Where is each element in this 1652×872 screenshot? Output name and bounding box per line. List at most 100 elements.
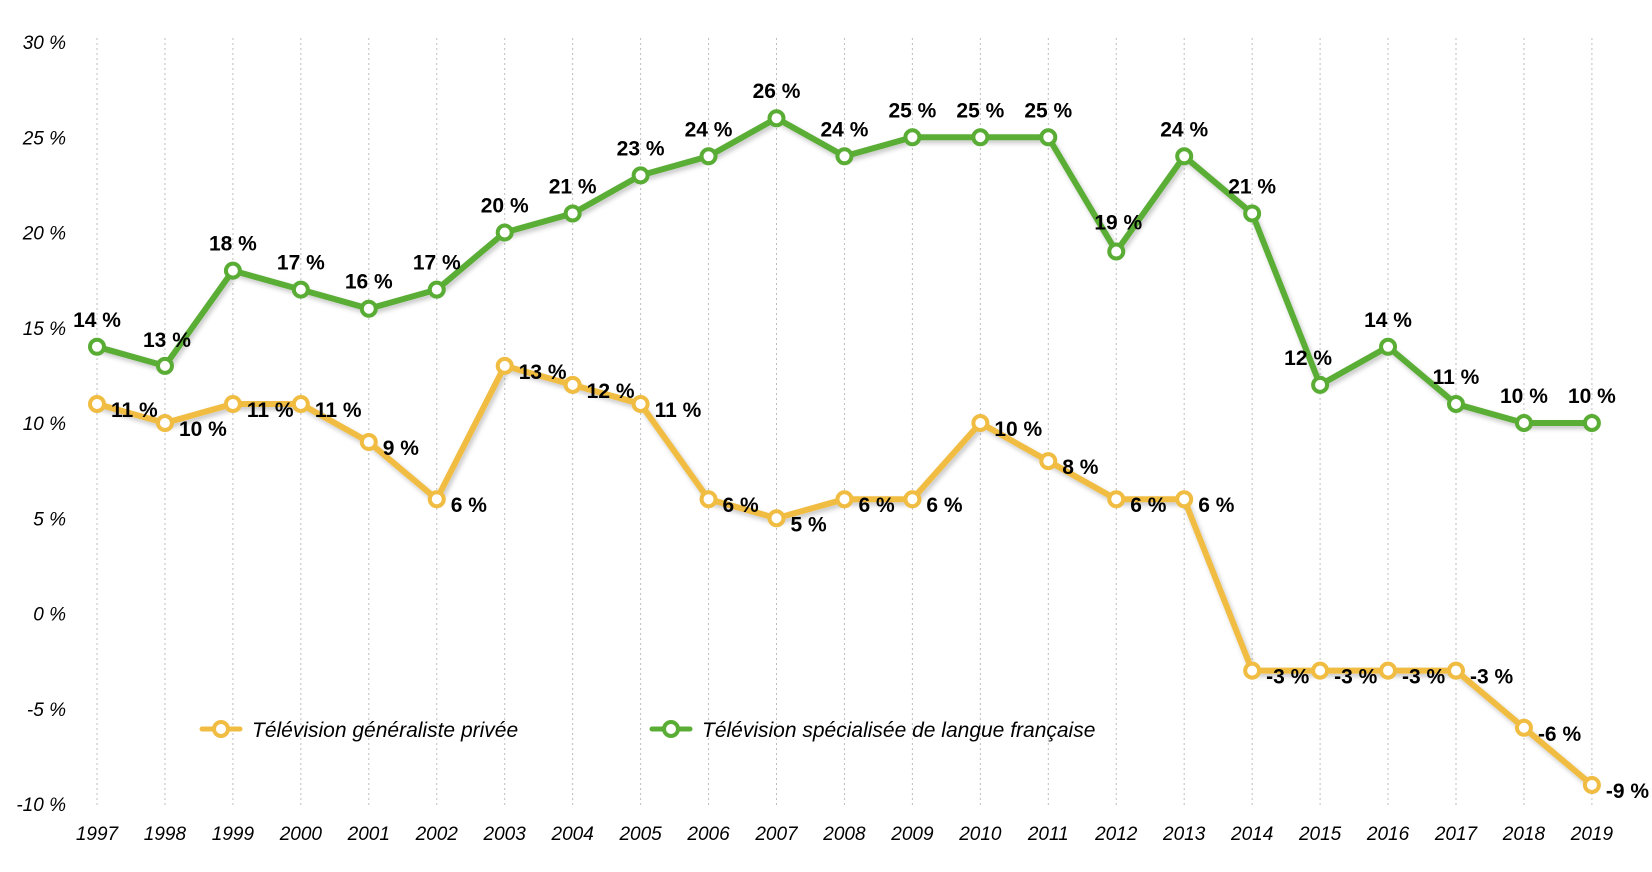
data-point bbox=[631, 166, 650, 185]
data-point bbox=[971, 414, 990, 432]
data-label: 10 % bbox=[179, 418, 227, 441]
data-point bbox=[631, 394, 650, 413]
data-label: -3 % bbox=[1402, 666, 1446, 689]
data-label: 6 % bbox=[858, 494, 895, 517]
legend-label: Télévision spécialisée de langue françai… bbox=[702, 719, 1095, 742]
y-tick-label: 30 % bbox=[23, 33, 66, 54]
data-label: 11 % bbox=[111, 399, 158, 422]
x-tick-label: 1997 bbox=[76, 824, 120, 845]
legend-label: Télévision généraliste privée bbox=[252, 719, 518, 742]
data-label: 17 % bbox=[413, 252, 461, 275]
data-point bbox=[1514, 718, 1533, 737]
data-point bbox=[223, 261, 242, 280]
data-point bbox=[1039, 128, 1058, 147]
data-point bbox=[223, 394, 242, 413]
data-point bbox=[1582, 775, 1601, 794]
data-label: 18 % bbox=[209, 233, 257, 256]
data-point bbox=[767, 509, 786, 528]
x-tick-label: 2016 bbox=[1366, 824, 1410, 845]
x-tick-label: 2003 bbox=[483, 824, 527, 845]
data-point bbox=[1379, 661, 1398, 680]
data-label: 13 % bbox=[519, 361, 567, 384]
data-point bbox=[903, 490, 922, 509]
x-tick-label: 2008 bbox=[822, 824, 866, 845]
data-label: 6 % bbox=[451, 494, 488, 517]
data-label: 11 % bbox=[1433, 366, 1480, 389]
data-point bbox=[155, 356, 174, 375]
data-label: 26 % bbox=[753, 80, 801, 103]
x-tick-label: 2018 bbox=[1502, 824, 1546, 845]
x-tick-label: 2001 bbox=[347, 824, 390, 845]
data-point bbox=[903, 128, 922, 147]
data-label: 19 % bbox=[1094, 212, 1142, 235]
data-label: -6 % bbox=[1538, 723, 1582, 746]
data-label: 21 % bbox=[549, 175, 597, 198]
data-label: 20 % bbox=[481, 195, 529, 218]
data-label: 25 % bbox=[888, 99, 936, 122]
data-label: -3 % bbox=[1334, 666, 1378, 689]
x-tick-label: 2010 bbox=[958, 824, 1002, 845]
data-label: 11 % bbox=[315, 399, 362, 422]
data-label: 24 % bbox=[1160, 118, 1208, 141]
data-point bbox=[495, 356, 514, 375]
data-label: 10 % bbox=[994, 418, 1042, 441]
data-label: 17 % bbox=[277, 252, 325, 275]
data-point bbox=[495, 223, 514, 242]
data-point bbox=[835, 147, 854, 166]
x-tick-label: 2006 bbox=[686, 824, 730, 845]
data-point bbox=[563, 375, 582, 394]
data-point bbox=[971, 128, 990, 147]
data-label: 14 % bbox=[73, 309, 121, 332]
data-point bbox=[1311, 375, 1330, 394]
data-point bbox=[1107, 490, 1126, 509]
data-label: -3 % bbox=[1470, 666, 1514, 689]
data-point bbox=[427, 280, 446, 299]
x-tick-label: 2017 bbox=[1434, 824, 1479, 845]
data-point bbox=[1243, 661, 1262, 680]
data-label: -3 % bbox=[1266, 666, 1310, 689]
data-label: 24 % bbox=[685, 118, 733, 141]
data-point bbox=[699, 490, 718, 509]
data-point bbox=[1379, 337, 1398, 356]
data-point bbox=[427, 490, 446, 509]
data-point bbox=[563, 204, 582, 223]
data-point bbox=[155, 414, 174, 432]
data-label: 21 % bbox=[1228, 175, 1276, 198]
data-point bbox=[1447, 394, 1465, 413]
data-label: 16 % bbox=[345, 271, 393, 294]
data-label: 6 % bbox=[723, 494, 760, 517]
y-tick-label: 20 % bbox=[22, 224, 66, 245]
x-tick-label: 2002 bbox=[415, 824, 459, 845]
data-point bbox=[1175, 490, 1194, 509]
data-point bbox=[1243, 204, 1262, 223]
data-label: 13 % bbox=[143, 329, 191, 352]
y-axis-ticks: 30 % 25 % 20 % 15 % 10 % 5 % 0 % -5 % -10 % bbox=[16, 33, 66, 816]
x-axis-ticks: 1997 1998 1999 2000 2001 2002 2003 2004 2005 2006… bbox=[76, 824, 1614, 845]
data-point bbox=[1039, 452, 1058, 471]
data-point bbox=[359, 299, 378, 318]
data-label: 12 % bbox=[587, 380, 635, 403]
data-label: 11 % bbox=[247, 399, 294, 422]
data-label: 25 % bbox=[956, 99, 1004, 122]
data-label: 10 % bbox=[1568, 385, 1616, 408]
x-tick-label: 2007 bbox=[754, 824, 799, 845]
x-tick-label: 2015 bbox=[1298, 824, 1342, 845]
x-tick-label: 1999 bbox=[212, 824, 255, 845]
data-label: 9 % bbox=[383, 437, 420, 460]
series-lines bbox=[88, 109, 1601, 794]
data-label: 14 % bbox=[1364, 309, 1412, 332]
x-tick-label: 2019 bbox=[1570, 824, 1614, 845]
legend-swatch-marker bbox=[212, 720, 230, 738]
data-label: 5 % bbox=[791, 513, 828, 536]
data-point bbox=[1447, 661, 1465, 680]
x-tick-label: 2000 bbox=[279, 824, 323, 845]
data-point bbox=[1107, 242, 1126, 261]
legend-item-generaliste: Télévision généraliste privée bbox=[199, 719, 518, 742]
data-label: 23 % bbox=[617, 137, 665, 160]
x-tick-label: 2014 bbox=[1230, 824, 1273, 845]
y-tick-label: -10 % bbox=[16, 795, 66, 816]
y-tick-label: 15 % bbox=[23, 319, 66, 340]
data-labels: 11 % 10 % 11 % 11 % 9 % 6 % 13 % 12 % 11 % 6 % 5 %… bbox=[73, 80, 1649, 803]
data-label: 6 % bbox=[1198, 494, 1235, 517]
